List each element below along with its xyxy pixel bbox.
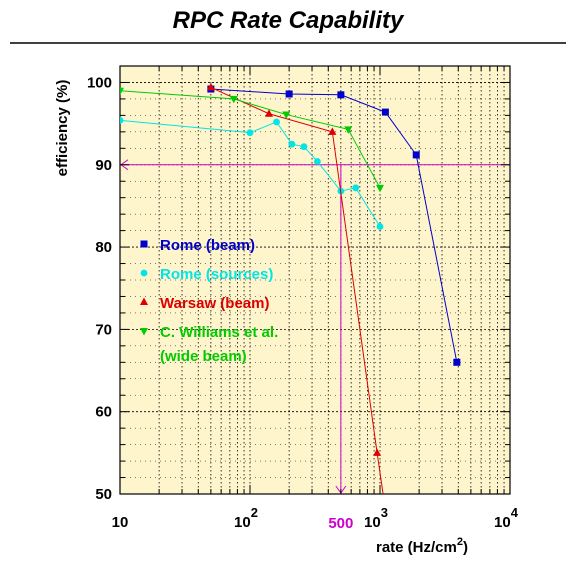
- data-point: [140, 240, 148, 248]
- data-point: [273, 118, 280, 126]
- data-point: [376, 184, 384, 193]
- data-point: [373, 448, 382, 456]
- series-clip: [120, 82, 461, 530]
- data-point: [120, 116, 124, 124]
- data-point: [412, 151, 420, 159]
- x-tick-label: 102: [234, 505, 258, 531]
- x-axis-label-close: ): [463, 539, 468, 556]
- x-tick-base: 10: [234, 514, 251, 531]
- y-tick-label: 100: [87, 74, 112, 91]
- y-tick-label: 90: [95, 157, 112, 174]
- x-tick-base: 10: [494, 514, 511, 531]
- x-axis-label-sup: 2: [457, 536, 463, 548]
- x-tick-exponent: 2: [251, 505, 258, 520]
- data-point: [140, 297, 148, 305]
- data-point: [246, 129, 254, 137]
- data-point: [282, 111, 291, 120]
- legend-label: C. Williams et al.: [160, 324, 278, 341]
- data-point: [314, 158, 321, 165]
- data-point: [384, 522, 392, 530]
- legend-label-line2: (wide beam): [160, 348, 247, 365]
- legend: Rome (beam) Rome (sources) Warsaw (beam) C.…: [140, 237, 278, 365]
- reference-lines: [120, 159, 510, 494]
- data-point: [376, 223, 384, 230]
- data-point: [285, 90, 293, 98]
- grid: [120, 65, 510, 494]
- x-tick-label: 103: [364, 505, 388, 531]
- series-c-williams-et-al: [120, 87, 384, 193]
- legend-label: Rome (beam): [160, 237, 255, 254]
- x-tick-label: 10: [112, 514, 129, 531]
- data-point: [120, 87, 124, 96]
- data-point: [453, 358, 461, 366]
- x-tick-base: 10: [364, 514, 381, 531]
- y-axis-label: efficiency (%): [54, 80, 71, 177]
- legend-label: Warsaw (beam): [160, 295, 269, 312]
- x-tick-base: 10: [112, 514, 129, 531]
- data-point: [264, 109, 273, 117]
- data-point: [288, 140, 296, 148]
- data-point: [381, 108, 389, 116]
- data-point: [229, 95, 238, 104]
- series-warsaw-beam: [206, 82, 392, 530]
- series-rome-sources: [120, 116, 384, 230]
- y-tick-label: 50: [95, 486, 112, 503]
- series-layer: [120, 82, 461, 530]
- x-reference-label: 500: [328, 515, 353, 532]
- x-tick-exponent: 3: [381, 505, 388, 520]
- data-point: [140, 328, 148, 336]
- legend-label: Rome (sources): [160, 266, 273, 283]
- data-point: [328, 127, 337, 135]
- y-tick-label: 60: [95, 404, 112, 421]
- x-tick-exponent: 4: [511, 505, 519, 520]
- y-tick-label: 70: [95, 321, 112, 338]
- x-tick-label: 104: [494, 505, 519, 531]
- y-tick-label: 80: [95, 239, 112, 256]
- data-point: [352, 184, 360, 192]
- data-point: [300, 143, 308, 151]
- data-point: [140, 269, 148, 277]
- data-point: [344, 126, 353, 134]
- data-point: [337, 91, 345, 99]
- x-axis-label: rate (Hz/cm2): [376, 536, 468, 556]
- series-line: [210, 88, 458, 363]
- chart-title: RPC Rate Capability: [173, 7, 405, 34]
- data-point: [206, 82, 215, 91]
- x-axis-label-text: rate (Hz/cm: [376, 539, 457, 556]
